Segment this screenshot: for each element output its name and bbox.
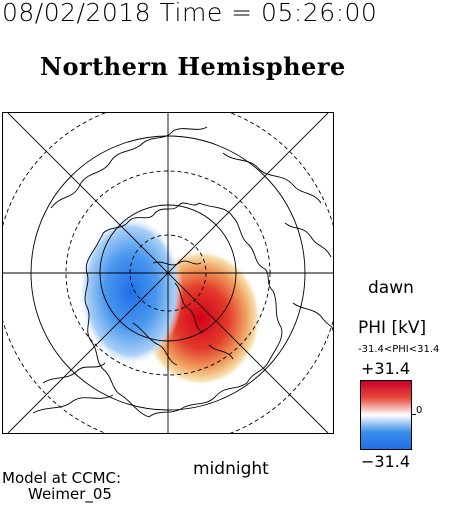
negative-potential-cell: [79, 216, 183, 366]
colorbar-min-label: −31.4: [361, 452, 411, 471]
polar-map-svg: [3, 113, 333, 433]
colorbar-title: PHI [kV]: [358, 318, 427, 338]
dawn-label: dawn: [368, 278, 414, 298]
credit-line1: Model at CCMC:: [2, 469, 122, 487]
colorbar: [360, 380, 412, 450]
midnight-label: midnight: [193, 459, 269, 479]
meridian-lines: [3, 113, 333, 433]
colorbar-max-label: +31.4: [361, 359, 411, 378]
timestamp: 08/02/2018 Time = 05:26:00: [2, 0, 378, 27]
coastlines: [32, 126, 333, 418]
colorbar-zero-tick: [411, 414, 416, 415]
model-credit: Model at CCMC: Weimer_05: [2, 470, 121, 502]
hemisphere-title: Northern Hemisphere: [40, 52, 346, 81]
polar-map: [2, 112, 334, 434]
colorbar-range: -31.4<PHI<31.4: [358, 344, 440, 355]
credit-line2: Weimer_05: [28, 485, 112, 503]
colorbar-zero-label: 0: [416, 405, 423, 416]
